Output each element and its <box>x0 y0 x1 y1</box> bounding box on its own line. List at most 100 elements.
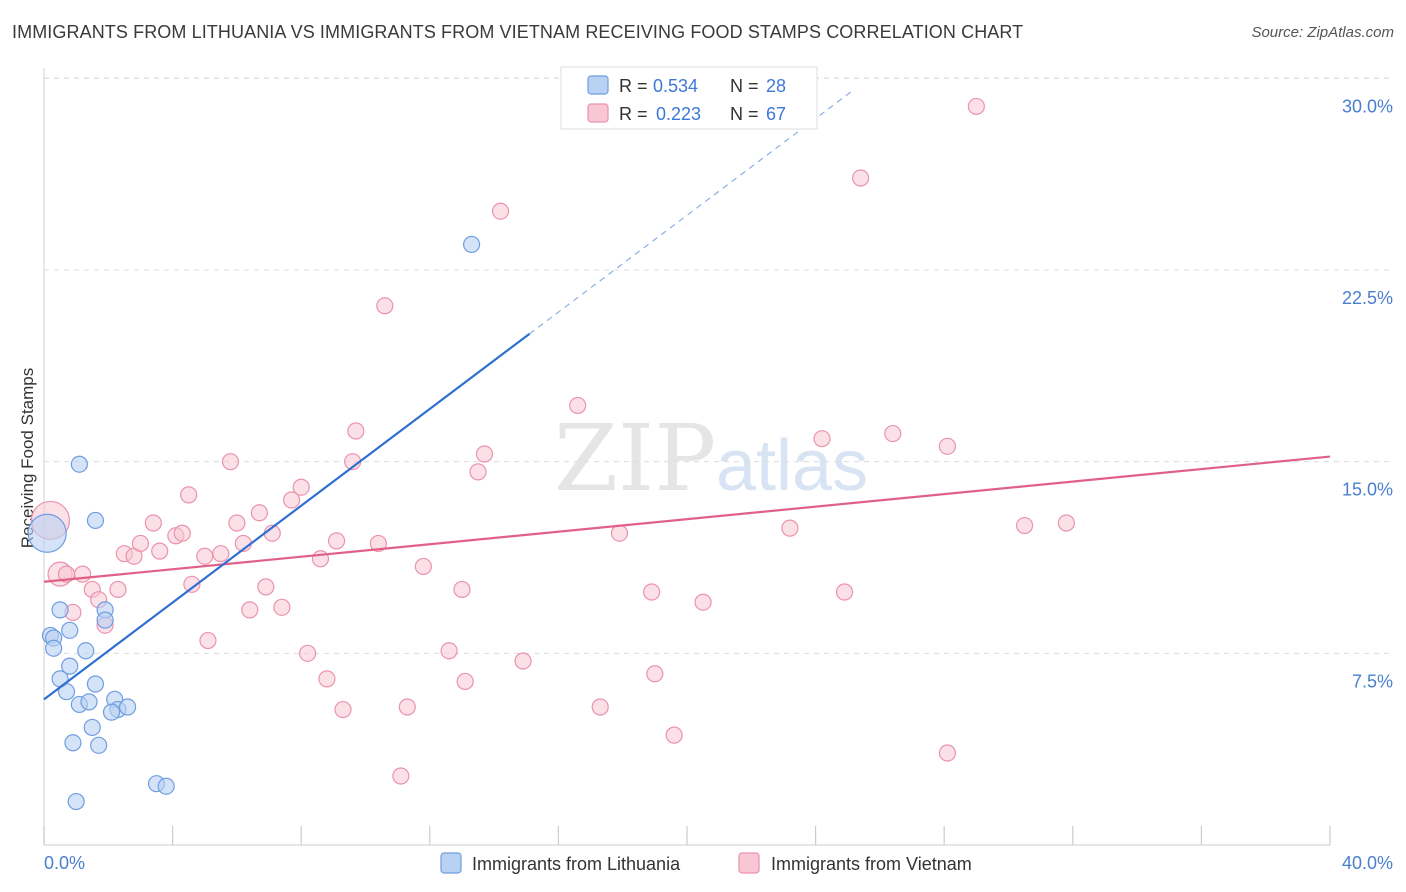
legend-r-value-vietnam: 0.223 <box>656 104 701 124</box>
legend-swatch-lithuania <box>587 75 609 95</box>
chart-title: IMMIGRANTS FROM LITHUANIA VS IMMIGRANTS … <box>12 22 1024 42</box>
point-lithuania <box>27 513 67 553</box>
point-lithuania <box>64 734 82 752</box>
trend-line-lithuania-extension <box>529 88 855 335</box>
watermark-atlas: atlas <box>716 426 868 506</box>
point-lithuania <box>70 455 88 473</box>
watermark-zip: ZIP <box>554 405 716 512</box>
y-tick-label: 15.0% <box>1342 480 1393 500</box>
point-vietnam <box>453 580 471 599</box>
point-vietnam <box>852 169 870 187</box>
point-vietnam <box>109 580 127 599</box>
legend-r-value-lithuania: 0.534 <box>653 76 698 96</box>
point-vietnam <box>131 534 150 553</box>
point-vietnam <box>144 514 162 532</box>
point-vietnam <box>835 583 854 601</box>
point-vietnam <box>694 593 712 611</box>
point-vietnam <box>334 700 352 719</box>
point-vietnam <box>299 644 317 662</box>
point-vietnam <box>273 598 291 616</box>
point-vietnam <box>414 557 432 576</box>
point-lithuania <box>45 639 63 657</box>
legend-n-value-lithuania: 28 <box>766 76 786 96</box>
point-vietnam <box>196 547 214 565</box>
point-vietnam <box>491 202 510 220</box>
point-vietnam <box>610 524 629 542</box>
point-vietnam <box>183 575 201 593</box>
point-lithuania <box>462 235 481 254</box>
legend-swatch-vietnam <box>587 103 609 123</box>
y-tick-label: 7.5% <box>1352 671 1393 691</box>
point-vietnam <box>884 424 902 443</box>
legend-n-value-vietnam: 67 <box>766 104 786 124</box>
point-vietnam <box>199 631 217 650</box>
point-vietnam <box>282 491 301 509</box>
legend-r-label-vietnam: R = <box>619 104 648 124</box>
point-vietnam <box>938 437 957 455</box>
point-vietnam <box>967 97 985 116</box>
point-vietnam <box>813 430 831 448</box>
point-vietnam <box>228 514 246 532</box>
bottom-legend-label-vietnam: Immigrants from Vietnam <box>771 854 972 874</box>
point-vietnam <box>781 519 799 537</box>
point-vietnam <box>347 422 365 440</box>
point-lithuania <box>102 703 121 721</box>
point-vietnam <box>292 478 310 496</box>
series-lithuania <box>27 235 481 811</box>
point-vietnam <box>440 642 458 660</box>
y-tick-label: 22.5% <box>1342 288 1393 308</box>
point-vietnam <box>369 534 387 553</box>
bottom-legend-swatch-vietnam <box>738 852 760 874</box>
point-vietnam <box>938 744 957 762</box>
point-lithuania <box>83 718 101 737</box>
point-vietnam <box>475 445 494 463</box>
point-lithuania <box>118 698 137 716</box>
point-vietnam <box>591 698 609 716</box>
x-tick-label-max: 40.0% <box>1342 853 1393 873</box>
y-tick-labels: 7.5% 15.0% 22.5% 30.0% <box>1342 96 1393 691</box>
point-vietnam <box>643 583 661 601</box>
point-vietnam <box>257 578 275 596</box>
point-vietnam <box>327 532 346 550</box>
source-credit: Source: ZipAtlas.com <box>1251 24 1394 41</box>
bottom-legend-label-lithuania: Immigrants from Lithuania <box>472 854 681 874</box>
point-vietnam <box>665 726 683 744</box>
point-vietnam <box>514 652 532 670</box>
point-lithuania <box>77 642 95 660</box>
legend-n-label-lithuania: N = <box>730 76 759 96</box>
bottom-legend-swatch-lithuania <box>440 852 462 874</box>
point-lithuania <box>86 511 105 530</box>
point-vietnam <box>456 672 474 691</box>
point-lithuania <box>96 611 114 629</box>
grid <box>44 77 1393 654</box>
y-axis-label: Receiving Food Stamps <box>18 368 37 548</box>
watermark: ZIP atlas <box>554 405 868 512</box>
point-vietnam <box>250 504 269 522</box>
point-vietnam <box>569 396 587 415</box>
trend-line-lithuania <box>43 333 531 701</box>
legend-n-label-vietnam: N = <box>730 104 759 124</box>
point-vietnam <box>241 601 259 619</box>
point-vietnam <box>646 665 664 683</box>
legend: R = 0.534 N = 28 R = 0.223 N = 67 <box>560 66 818 130</box>
point-vietnam <box>73 565 92 583</box>
point-lithuania <box>51 601 69 619</box>
x-tick-label-min: 0.0% <box>44 853 85 873</box>
point-lithuania <box>157 777 175 795</box>
point-vietnam <box>1015 516 1034 535</box>
trend-lines <box>43 88 1331 701</box>
point-vietnam <box>376 297 394 315</box>
trend-line-vietnam <box>43 455 1331 583</box>
x-ticks <box>43 826 1331 845</box>
point-lithuania <box>67 792 85 811</box>
point-vietnam <box>392 767 410 785</box>
point-vietnam <box>221 453 240 471</box>
point-vietnam <box>469 463 487 481</box>
point-lithuania <box>90 736 108 754</box>
point-vietnam <box>311 550 330 568</box>
point-vietnam <box>173 524 191 542</box>
y-tick-label: 30.0% <box>1342 96 1393 116</box>
point-lithuania <box>80 693 98 711</box>
point-vietnam <box>318 670 336 688</box>
